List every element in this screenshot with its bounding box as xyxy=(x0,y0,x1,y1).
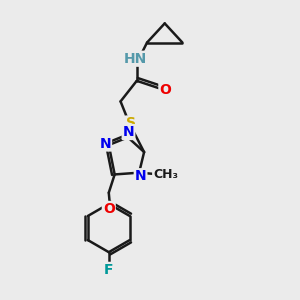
Text: S: S xyxy=(126,116,136,130)
Text: N: N xyxy=(135,169,146,183)
Text: O: O xyxy=(103,202,115,216)
Text: F: F xyxy=(104,263,113,277)
Text: O: O xyxy=(159,82,171,97)
Text: N: N xyxy=(123,125,134,139)
Text: HN: HN xyxy=(124,52,147,66)
Text: CH₃: CH₃ xyxy=(153,168,178,181)
Text: N: N xyxy=(99,136,111,151)
